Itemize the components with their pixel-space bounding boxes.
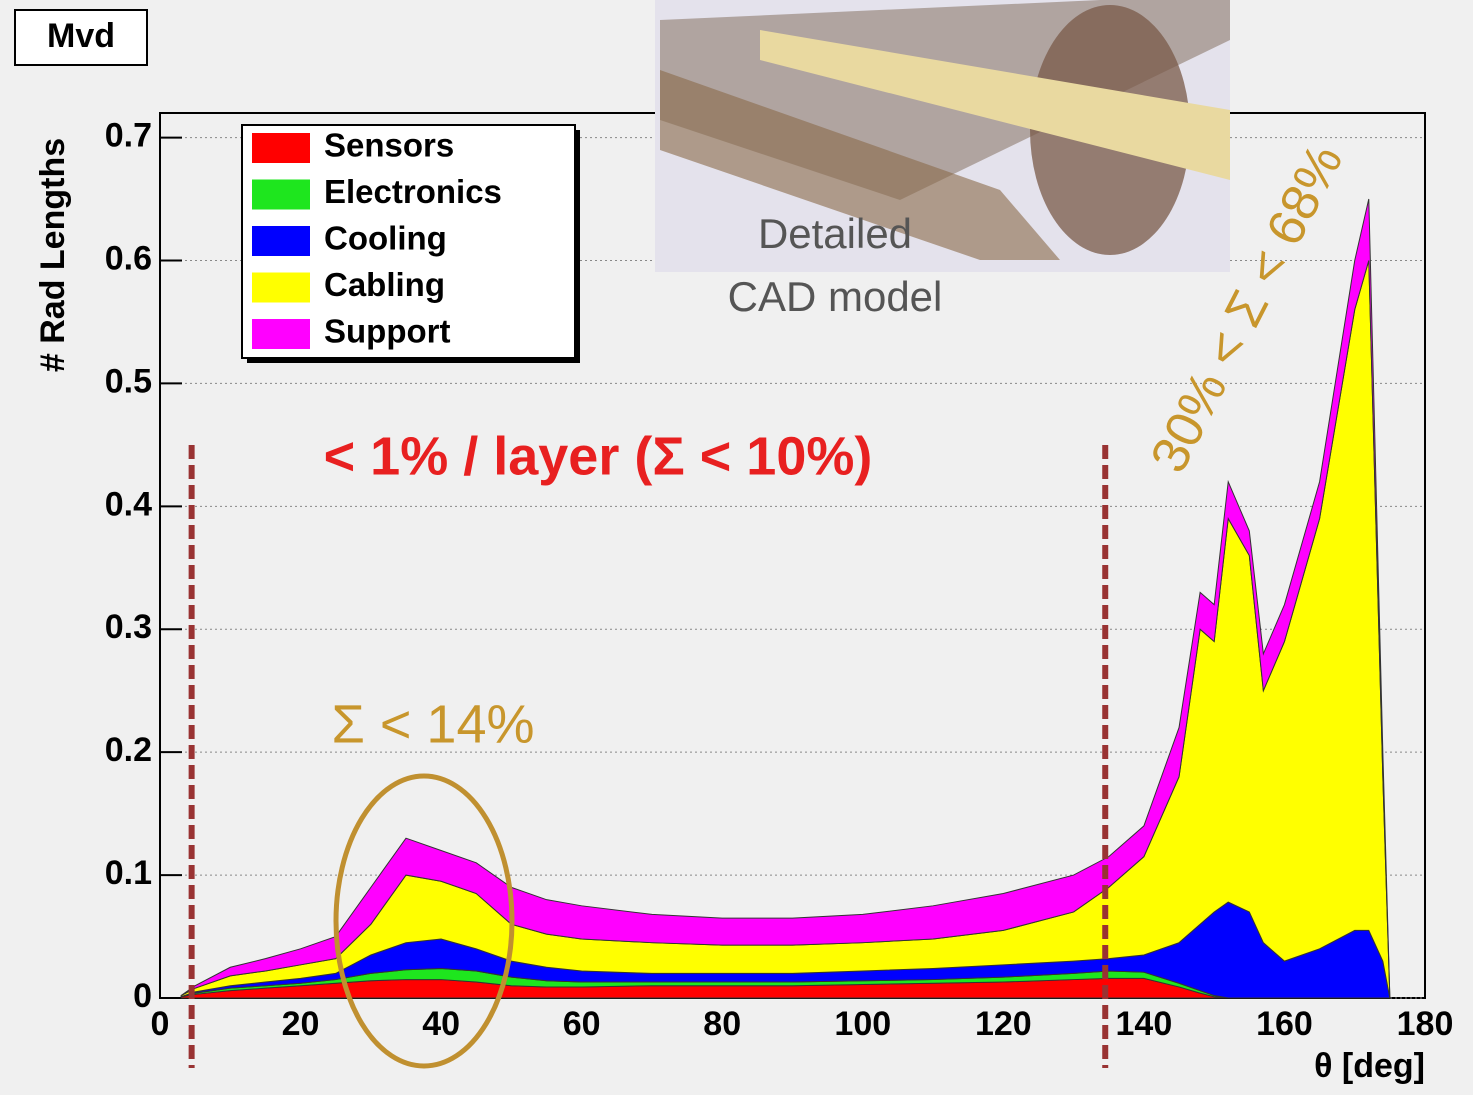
legend-swatch (252, 319, 310, 349)
legend-swatch (252, 180, 310, 210)
annotation: Detailed (758, 210, 912, 257)
x-tick-label: 140 (1116, 1005, 1173, 1043)
x-tick-label: 180 (1397, 1005, 1454, 1043)
legend-swatch (252, 226, 310, 256)
y-axis-title: # Rad Lengths (34, 138, 72, 372)
chart: Mvd 0 0.1 0.2 0.3 0.4 0.5 0.6 0.7 0 20 40 60 80 100 12… (0, 0, 1473, 1095)
legend-label: Cabling (324, 266, 445, 303)
x-tick-label: 160 (1256, 1005, 1313, 1043)
x-tick-label: 60 (563, 1005, 601, 1043)
y-tick-label: 0.7 (105, 117, 152, 155)
x-axis-title: θ [deg] (1314, 1047, 1425, 1085)
x-tick-label: 80 (703, 1005, 741, 1043)
y-tick-label: 0.6 (105, 239, 152, 277)
y-tick-label: 0.5 (105, 362, 152, 400)
annotation: CAD model (728, 273, 943, 320)
legend: Sensors Electronics Cooling Cabling Support (242, 125, 580, 363)
x-tick-label: 40 (422, 1005, 460, 1043)
annotation: < 1% / layer (Σ < 10%) (324, 426, 873, 486)
x-tick-label: 0 (151, 1005, 170, 1043)
legend-label: Electronics (324, 173, 502, 210)
y-tick-label: 0.1 (105, 854, 152, 892)
annotation: Σ < 14% (331, 694, 534, 754)
legend-label: Sensors (324, 127, 454, 164)
legend-swatch (252, 273, 310, 303)
y-tick-label: 0.2 (105, 731, 152, 769)
x-tick-label: 20 (282, 1005, 320, 1043)
cad-image: Detailed (655, 0, 1230, 272)
x-tick-label: 100 (834, 1005, 891, 1043)
legend-label: Cooling (324, 220, 447, 257)
y-tick-label: 0 (133, 977, 152, 1015)
x-tick-label: 120 (975, 1005, 1032, 1043)
y-tick-label: 0.3 (105, 608, 152, 646)
badge: Mvd (47, 17, 115, 55)
y-tick-label: 0.4 (105, 485, 152, 523)
legend-label: Support (324, 313, 450, 350)
legend-swatch (252, 133, 310, 163)
